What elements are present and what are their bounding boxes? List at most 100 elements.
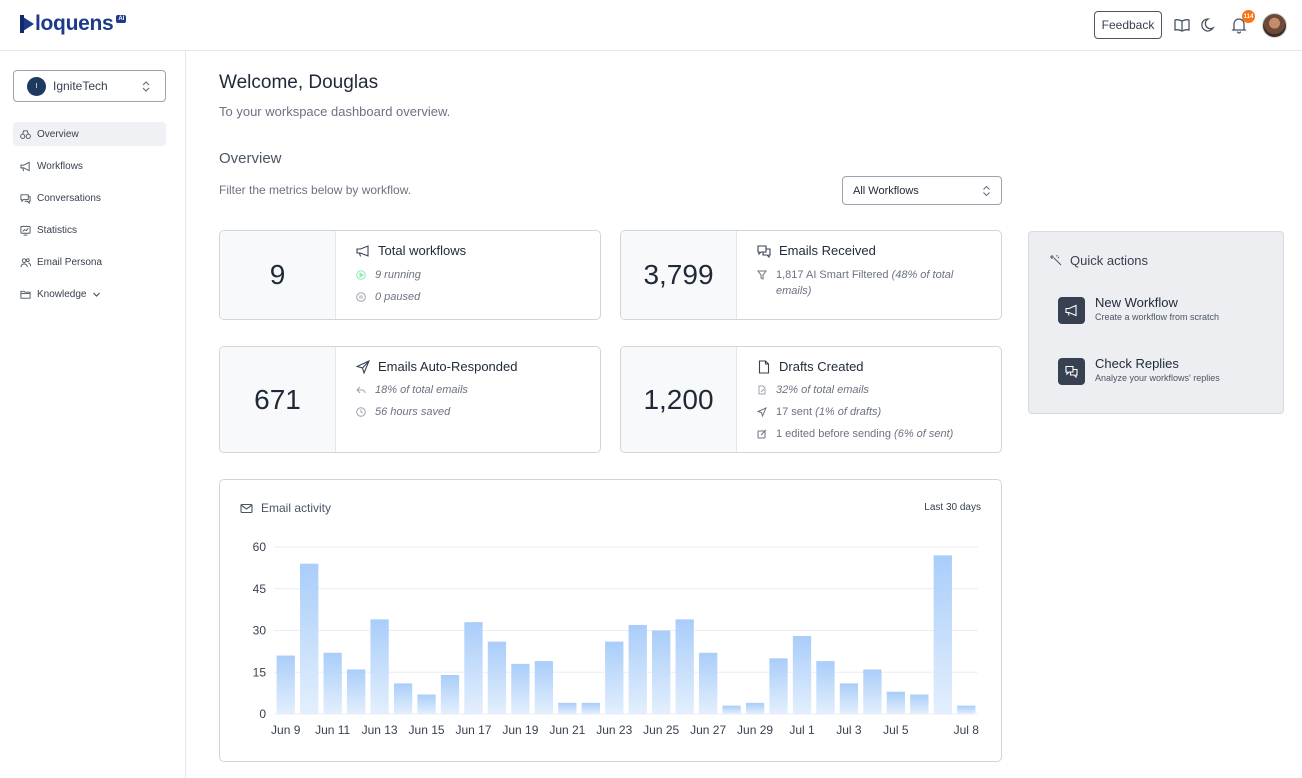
chart-bar[interactable]	[605, 641, 624, 714]
pencil-square-icon	[757, 429, 767, 439]
sidebar-item-label: Overview	[37, 128, 79, 140]
chart-bar[interactable]	[675, 619, 694, 714]
check-replies-action[interactable]: Check Replies Analyze your workflows' re…	[1058, 356, 1268, 388]
chart-bar[interactable]	[957, 705, 976, 714]
chart-bar[interactable]	[487, 641, 507, 714]
book-icon[interactable]	[1173, 16, 1191, 34]
chart-bar[interactable]	[839, 683, 859, 714]
auto-responded-percentage: 18% of total emails	[356, 382, 596, 398]
sidebar-item-conversations[interactable]: Conversations	[13, 186, 166, 210]
reply-icon	[356, 386, 366, 394]
moon-icon[interactable]	[1200, 16, 1218, 34]
megaphone-icon	[1065, 304, 1077, 317]
total-workflows-value: 9	[220, 231, 336, 319]
chart-bar[interactable]	[628, 624, 647, 714]
bell-icon[interactable]	[1230, 16, 1248, 34]
qa-icon-box	[1058, 358, 1085, 385]
total-workflows-card: 9 Total workflows 9 running 0 paused	[219, 230, 601, 320]
users-icon	[20, 257, 31, 267]
chart-bar[interactable]	[464, 622, 483, 714]
notification-badge: 114	[1242, 10, 1255, 23]
x-tick-label: Jul 8	[954, 723, 980, 737]
sidebar-nav: Overview Workflows Conversations Statist…	[13, 122, 166, 314]
x-tick-label: Jun 11	[315, 723, 350, 737]
filter-icon	[757, 270, 767, 280]
chart-bar[interactable]	[863, 669, 882, 714]
card-title-text: Emails Auto-Responded	[378, 359, 518, 374]
pause-circle-icon	[356, 292, 366, 302]
feedback-button[interactable]: Feedback	[1094, 11, 1162, 39]
chevron-up-down-icon	[983, 185, 990, 197]
mail-icon	[240, 503, 253, 513]
chart-bar[interactable]	[370, 619, 389, 714]
card-title: Emails Received	[757, 243, 876, 258]
quick-actions-panel: Quick actions New Workflow Create a work…	[1028, 231, 1284, 414]
workspace-name: IgniteTech	[53, 79, 108, 93]
brand-logo[interactable]: loquens AI	[20, 12, 127, 36]
chart-range[interactable]: Last 30 days	[924, 502, 981, 513]
chevron-down-icon[interactable]	[92, 290, 101, 299]
chart-icon	[20, 225, 31, 236]
y-tick-label: 30	[253, 624, 267, 638]
chart-bar[interactable]	[698, 652, 718, 714]
chevron-up-down-icon	[142, 81, 150, 92]
sidebar-item-workflows[interactable]: Workflows	[13, 154, 166, 178]
chat-icon	[20, 193, 31, 204]
x-tick-label: Jun 9	[271, 723, 301, 737]
action-name: New Workflow	[1095, 295, 1178, 310]
chart-bar[interactable]	[393, 683, 413, 714]
logo-mark-icon	[20, 15, 34, 33]
chart-bar[interactable]	[769, 658, 788, 714]
chart-bar[interactable]	[346, 669, 366, 714]
chart-bar[interactable]	[300, 563, 319, 714]
auto-responded-value: 671	[220, 347, 336, 452]
chart-bar[interactable]	[886, 691, 906, 714]
sparkle-icon	[1050, 255, 1062, 266]
workspace-select[interactable]: I IgniteTech	[13, 70, 166, 102]
sidebar-item-label: Statistics	[37, 224, 78, 236]
chat-icon	[1065, 365, 1078, 378]
chart-bar[interactable]	[276, 655, 295, 714]
sidebar-item-overview[interactable]: Overview	[13, 122, 166, 146]
sidebar-item-statistics[interactable]: Statistics	[13, 218, 166, 242]
sidebar-item-knowledge[interactable]: Knowledge	[13, 282, 166, 306]
x-tick-label: Jun 19	[502, 723, 538, 737]
chart-bar[interactable]	[910, 694, 929, 714]
email-activity-card: 0 15 30 45 60 Jun 9 Jun 11 Jun 13 Jun 15 Jun 17 Ju…	[219, 479, 1002, 762]
chart-bar[interactable]	[652, 630, 671, 715]
workflow-filter-select[interactable]: All Workflows	[842, 176, 1002, 205]
send-icon	[757, 407, 767, 417]
page-title: Welcome, Douglas	[219, 72, 379, 93]
chart-bar[interactable]	[323, 652, 342, 714]
filter-description: Filter the metrics below by workflow.	[219, 183, 412, 197]
action-description: Analyze your workflows' replies	[1095, 373, 1220, 383]
card-title: Emails Auto-Responded	[356, 359, 517, 374]
sidebar-item-label: Email Persona	[37, 256, 103, 268]
chart-bar[interactable]	[558, 702, 577, 714]
chart-bar[interactable]	[581, 702, 600, 714]
top-bar: loquens AI Feedback 114	[0, 0, 1302, 51]
x-tick-label: Jun 17	[455, 723, 491, 737]
chart-bar[interactable]	[440, 675, 460, 714]
page-subtitle: To your workspace dashboard overview.	[219, 104, 451, 119]
action-description: Create a workflow from scratch	[1095, 312, 1220, 322]
y-tick-label: 60	[253, 540, 267, 554]
chart-bar[interactable]	[511, 663, 530, 714]
chart-bar[interactable]	[745, 702, 765, 714]
sidebar: I IgniteTech Overview Workflows Conversa…	[0, 51, 186, 778]
sidebar-item-label: Conversations	[37, 192, 101, 204]
sidebar-item-email-persona[interactable]: Email Persona	[13, 250, 166, 274]
quick-actions-title: Quick actions	[1049, 253, 1148, 268]
chart-bar[interactable]	[816, 661, 835, 714]
new-workflow-action[interactable]: New Workflow Create a workflow from scra…	[1058, 295, 1268, 327]
chart-bar[interactable]	[534, 661, 554, 714]
chart-bar[interactable]	[933, 555, 952, 714]
qa-icon-box	[1058, 297, 1085, 324]
drafts-created-card: 1,200 Drafts Created 32% of total emails…	[620, 346, 1002, 453]
chart-bar[interactable]	[792, 636, 812, 714]
avatar[interactable]	[1262, 13, 1287, 38]
chart-bar[interactable]	[722, 705, 741, 714]
drafts-edited: 1 edited before sending (6% of sent)	[757, 426, 997, 442]
chart-bar[interactable]	[417, 694, 436, 714]
chart-title: Email activity	[240, 501, 331, 515]
